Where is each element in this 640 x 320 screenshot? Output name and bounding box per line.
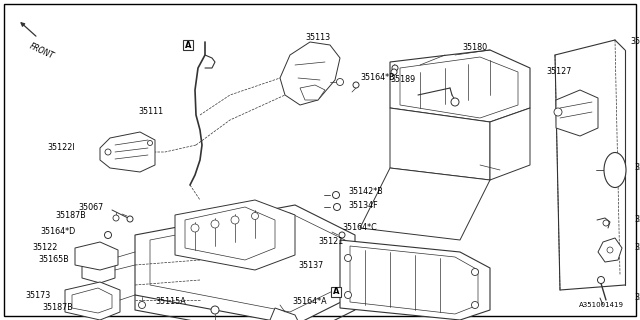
Polygon shape bbox=[490, 108, 530, 180]
Text: 35164*A: 35164*A bbox=[292, 298, 326, 307]
Text: 35122: 35122 bbox=[32, 244, 58, 252]
Circle shape bbox=[451, 98, 459, 106]
Circle shape bbox=[333, 191, 339, 198]
Circle shape bbox=[344, 292, 351, 299]
Text: 35173: 35173 bbox=[25, 291, 51, 300]
Text: 35127: 35127 bbox=[546, 68, 572, 76]
Text: 35142*A: 35142*A bbox=[634, 293, 640, 302]
Circle shape bbox=[603, 220, 609, 226]
Polygon shape bbox=[100, 132, 155, 172]
Text: 35126: 35126 bbox=[630, 37, 640, 46]
Polygon shape bbox=[340, 240, 490, 320]
Circle shape bbox=[392, 65, 398, 71]
Polygon shape bbox=[598, 238, 622, 262]
Circle shape bbox=[333, 204, 340, 211]
Circle shape bbox=[607, 247, 613, 253]
Circle shape bbox=[147, 140, 152, 146]
Polygon shape bbox=[360, 168, 490, 240]
Polygon shape bbox=[390, 50, 530, 122]
Text: 35187B: 35187B bbox=[55, 212, 86, 220]
Text: 35113: 35113 bbox=[305, 34, 330, 43]
Circle shape bbox=[252, 212, 259, 220]
Circle shape bbox=[105, 149, 111, 155]
Text: 35134F: 35134F bbox=[348, 202, 378, 211]
Text: FRONT: FRONT bbox=[28, 42, 56, 61]
Circle shape bbox=[353, 82, 359, 88]
Circle shape bbox=[598, 276, 605, 284]
Circle shape bbox=[472, 268, 479, 276]
Circle shape bbox=[211, 306, 219, 314]
Polygon shape bbox=[75, 242, 118, 270]
Polygon shape bbox=[280, 42, 340, 105]
Ellipse shape bbox=[604, 153, 626, 188]
Circle shape bbox=[138, 301, 145, 308]
Circle shape bbox=[472, 301, 479, 308]
Text: 35121: 35121 bbox=[318, 237, 343, 246]
Text: 35067: 35067 bbox=[78, 204, 103, 212]
Polygon shape bbox=[175, 200, 295, 270]
Circle shape bbox=[339, 232, 345, 238]
Polygon shape bbox=[556, 90, 598, 136]
Polygon shape bbox=[82, 255, 115, 283]
Text: A: A bbox=[185, 41, 191, 50]
Text: 35126A: 35126A bbox=[634, 164, 640, 172]
Text: 35181D: 35181D bbox=[634, 244, 640, 252]
Circle shape bbox=[113, 215, 119, 221]
Circle shape bbox=[391, 69, 397, 75]
Circle shape bbox=[337, 78, 344, 85]
Circle shape bbox=[231, 216, 239, 224]
Text: 35164*B: 35164*B bbox=[360, 74, 395, 83]
Circle shape bbox=[211, 220, 219, 228]
Circle shape bbox=[191, 224, 199, 232]
Polygon shape bbox=[135, 205, 355, 320]
Text: 35180: 35180 bbox=[462, 44, 487, 52]
Text: 35189: 35189 bbox=[390, 76, 415, 84]
Circle shape bbox=[127, 216, 133, 222]
Text: 35115A: 35115A bbox=[155, 298, 186, 307]
Text: 35164*C: 35164*C bbox=[342, 223, 377, 233]
Text: 35137: 35137 bbox=[298, 260, 323, 269]
Circle shape bbox=[554, 108, 562, 116]
Text: 35111: 35111 bbox=[138, 108, 163, 116]
Text: 35142*B: 35142*B bbox=[348, 188, 383, 196]
Polygon shape bbox=[390, 108, 490, 180]
Text: A: A bbox=[333, 287, 339, 297]
Text: 35187B: 35187B bbox=[42, 303, 73, 313]
Polygon shape bbox=[270, 308, 300, 320]
Text: 35165B: 35165B bbox=[38, 255, 68, 265]
Text: A351001419: A351001419 bbox=[579, 302, 624, 308]
Text: 35122I: 35122I bbox=[47, 143, 75, 153]
Bar bbox=[331, 287, 341, 297]
Polygon shape bbox=[300, 85, 325, 100]
Text: 35164*E: 35164*E bbox=[634, 215, 640, 225]
Bar bbox=[183, 40, 193, 50]
Circle shape bbox=[344, 254, 351, 261]
Polygon shape bbox=[65, 282, 120, 320]
Text: 35164*D: 35164*D bbox=[40, 228, 76, 236]
Circle shape bbox=[104, 231, 111, 238]
